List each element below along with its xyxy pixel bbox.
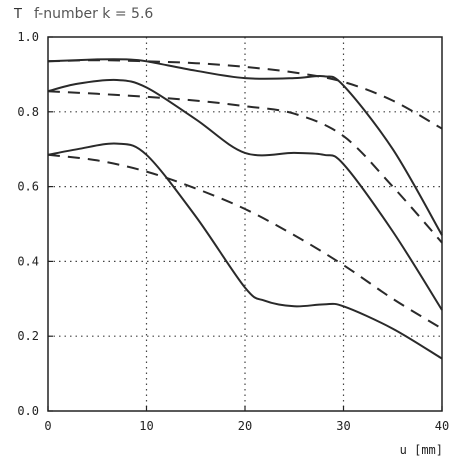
- series-line-3-solid: [47, 78, 443, 311]
- x-tick-label: 30: [336, 419, 350, 433]
- series-line-0-dashed: [47, 59, 443, 130]
- x-tick-label: 20: [238, 419, 252, 433]
- y-tick-label: 0.4: [17, 254, 39, 268]
- series-line-4-dashed: [47, 153, 443, 330]
- y-ticks: 0.0 0.2 0.4 0.6 0.8 1.0: [17, 30, 53, 418]
- data-series: [47, 58, 443, 360]
- x-tick-label: 10: [139, 419, 153, 433]
- x-tick-label: 0: [44, 419, 51, 433]
- y-axis-label: T: [13, 7, 22, 22]
- series-line-1-solid: [47, 58, 443, 236]
- y-tick-label: 1.0: [17, 30, 39, 44]
- y-tick-label: 0.0: [17, 404, 39, 418]
- x-axis-label: u [mm]: [400, 443, 443, 457]
- y-tick-label: 0.6: [17, 180, 39, 194]
- series-line-5-solid: [47, 142, 443, 360]
- y-tick-label: 0.8: [17, 105, 39, 119]
- y-tick-label: 0.2: [17, 329, 39, 343]
- chart-title: f-number k = 5.6: [34, 6, 153, 22]
- grid-lines: [48, 37, 442, 411]
- x-ticks: 0 10 20 30 40: [44, 406, 449, 433]
- series-line-2-dashed: [47, 90, 443, 244]
- x-tick-label: 40: [435, 419, 449, 433]
